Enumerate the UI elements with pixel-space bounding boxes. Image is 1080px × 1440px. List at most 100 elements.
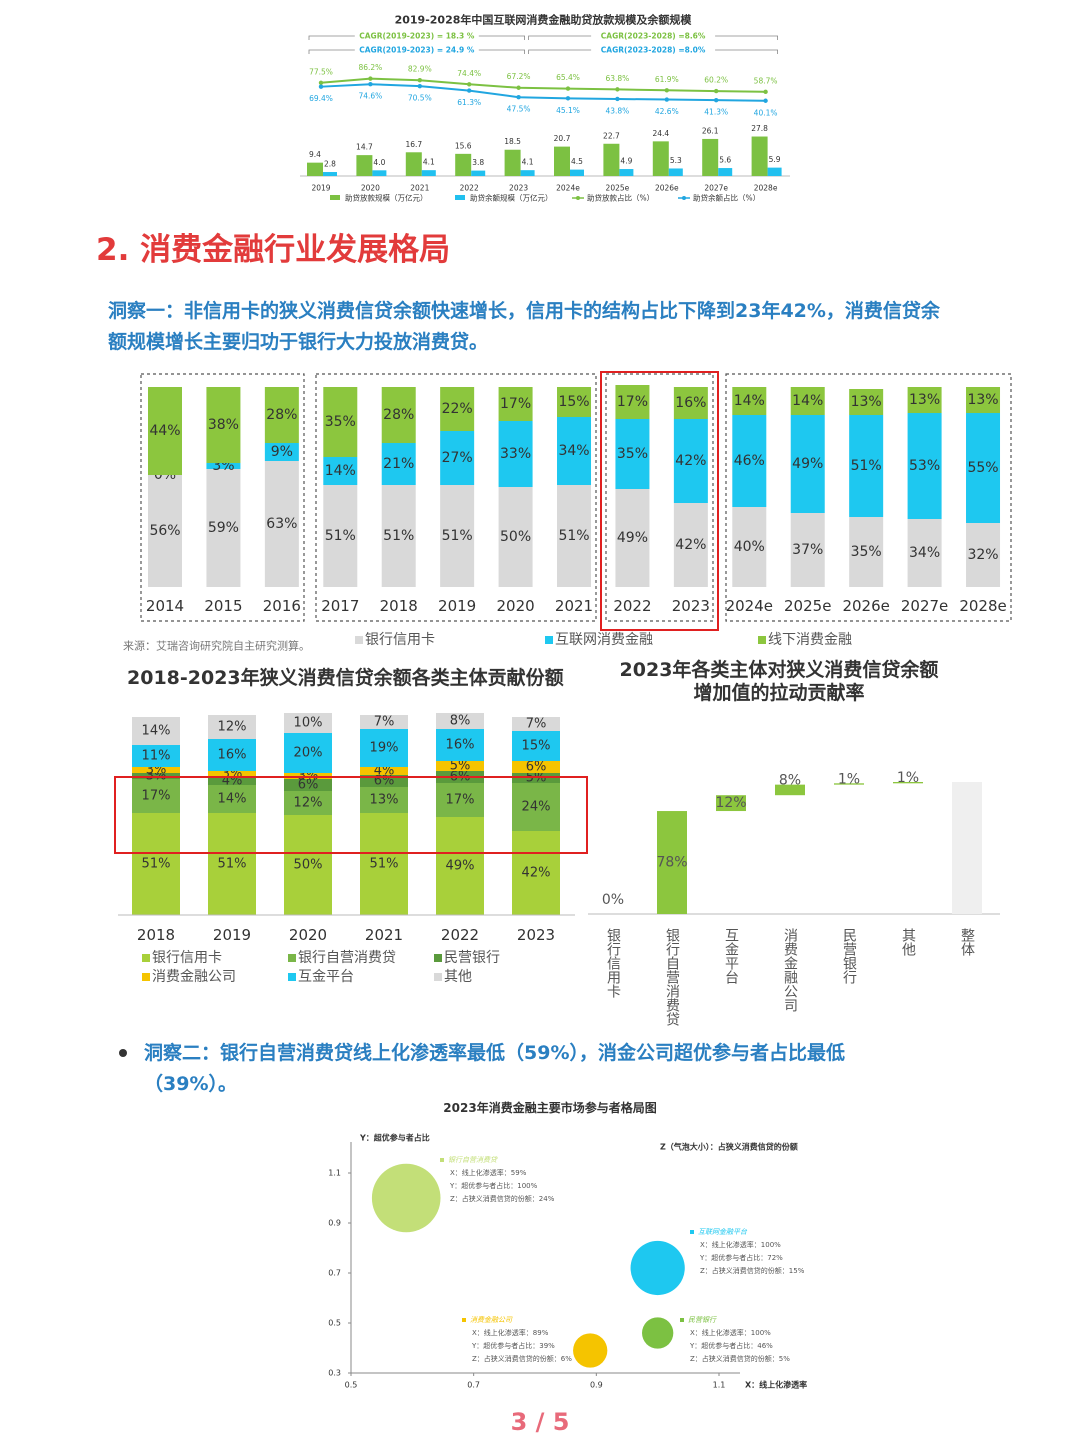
x-tick-label: 2023 (672, 597, 710, 615)
annotation-marker (690, 1230, 694, 1234)
size-legend-label: Z（气泡大小）：占狭义消费信贷的份额 (660, 1142, 798, 1152)
legend-swatch (288, 973, 296, 981)
data-label: 5.9 (769, 155, 781, 164)
bubble (642, 1317, 674, 1349)
data-label: 4.1 (522, 158, 534, 167)
bar-segment (148, 475, 182, 587)
bar (372, 170, 387, 176)
line-point (417, 83, 422, 89)
annotation-title: 消费金融公司 (470, 1316, 513, 1324)
data-label: 74.6% (358, 92, 382, 101)
data-label: 13% (370, 793, 399, 808)
waterfall-bar (775, 784, 805, 796)
x-tick-label: 2026e (655, 184, 679, 193)
line-point (615, 87, 620, 92)
x-tick-label: 其他 (900, 928, 916, 957)
bar-segment (208, 771, 256, 777)
cagr-label: CAGR(2019-2023) = 24.9 % (359, 46, 475, 55)
bar-segment (615, 489, 650, 587)
legend-label: 助贷余额规模（万亿元） (470, 193, 553, 203)
bar-segment (132, 717, 180, 745)
annotation-line: Z：占狭义消费信贷的份额：24% (450, 1194, 555, 1203)
x-tick-label: 银行信用卡 (605, 928, 621, 998)
bar (751, 136, 768, 176)
annotation-line: Y：超优参与者占比：100% (449, 1181, 538, 1190)
bar-segment (381, 387, 416, 443)
line-point (368, 76, 373, 81)
data-label: 6% (526, 760, 547, 775)
x-tick-label: 2028e (754, 184, 778, 193)
data-label: 49% (792, 456, 823, 472)
legend-label: 银行信用卡 (152, 950, 222, 966)
legend-swatch (288, 954, 296, 962)
bullet (119, 1049, 127, 1057)
legend-label: 互联网消费金融 (555, 632, 653, 648)
bar-segment (615, 419, 650, 489)
x-tick-label: 0.7 (467, 1381, 480, 1390)
line-point (467, 88, 472, 93)
annotation-line: X：线上化渗透率：59% (450, 1168, 527, 1177)
x-tick-label: 2015 (204, 597, 242, 615)
waterfall-bar (716, 795, 746, 812)
bar-segment (512, 761, 560, 773)
period-box (140, 373, 305, 622)
bar-segment (264, 387, 299, 443)
y-tick-label: 0.3 (328, 1369, 341, 1378)
x-tick-label: 2016 (263, 597, 301, 615)
data-label: 40% (734, 539, 765, 555)
bar (323, 172, 337, 176)
legend-label: 助贷放款占比（%） (587, 193, 654, 203)
data-label: 47.5% (507, 105, 531, 114)
x-tick-label: 整体 (959, 928, 975, 956)
x-tick-label: 2020 (289, 926, 327, 944)
data-label: 15% (558, 394, 589, 410)
bar (570, 169, 584, 176)
line-point (615, 96, 620, 102)
legend-swatch (142, 954, 150, 962)
insight-line: 额规模增长主要归功于银行大力投放消费贷。 (108, 330, 488, 353)
period-box (605, 373, 714, 622)
data-label: 78% (656, 855, 687, 871)
bar-segment (264, 461, 299, 587)
data-label: 35% (851, 544, 882, 560)
chart-title: 2023年各类主体对狭义消费信贷余额 (620, 658, 939, 681)
data-label: 22.7 (603, 131, 620, 140)
bar-segment (673, 503, 708, 587)
data-label: 50% (294, 858, 323, 873)
data-label: 35% (325, 414, 356, 430)
data-label: 17% (500, 396, 531, 412)
bubble (371, 1163, 441, 1233)
bar-segment (732, 415, 767, 507)
annotation-line: Y：超优参与者占比：39% (471, 1341, 555, 1350)
data-label: 24% (522, 800, 551, 815)
data-label: 16.7 (405, 140, 422, 149)
period-boxes (140, 373, 1012, 622)
data-label: 4.9 (620, 157, 632, 166)
x-tick-label: 2019 (213, 926, 251, 944)
x-tick-label: 2024e (556, 184, 580, 193)
cagr-label-bg (591, 44, 716, 56)
annotation-title: 民营银行 (688, 1316, 717, 1324)
legend-label: 线下消费金融 (768, 632, 852, 648)
bar-segment (208, 739, 256, 771)
x-tick-label: 2027e (901, 597, 948, 615)
data-label: 7% (526, 717, 547, 732)
data-label: 14% (218, 792, 247, 807)
data-label: 4.1 (423, 158, 435, 167)
cagr-label-bg (354, 30, 479, 42)
bar-segment (557, 417, 592, 485)
bar (702, 138, 719, 176)
line (320, 83, 766, 102)
data-label: 26.1 (702, 126, 719, 135)
legend-label: 互金平台 (298, 969, 354, 985)
x-tick-label: 互金平台 (723, 928, 739, 984)
bar-segment (907, 519, 942, 587)
bar-segment (208, 715, 256, 739)
data-label: 2.8 (324, 160, 336, 169)
bar (455, 153, 472, 176)
data-label: 21% (383, 456, 414, 472)
data-label: 42% (522, 866, 551, 881)
bar-segment (284, 733, 332, 773)
bar-segment (849, 389, 884, 415)
bar (405, 152, 422, 176)
